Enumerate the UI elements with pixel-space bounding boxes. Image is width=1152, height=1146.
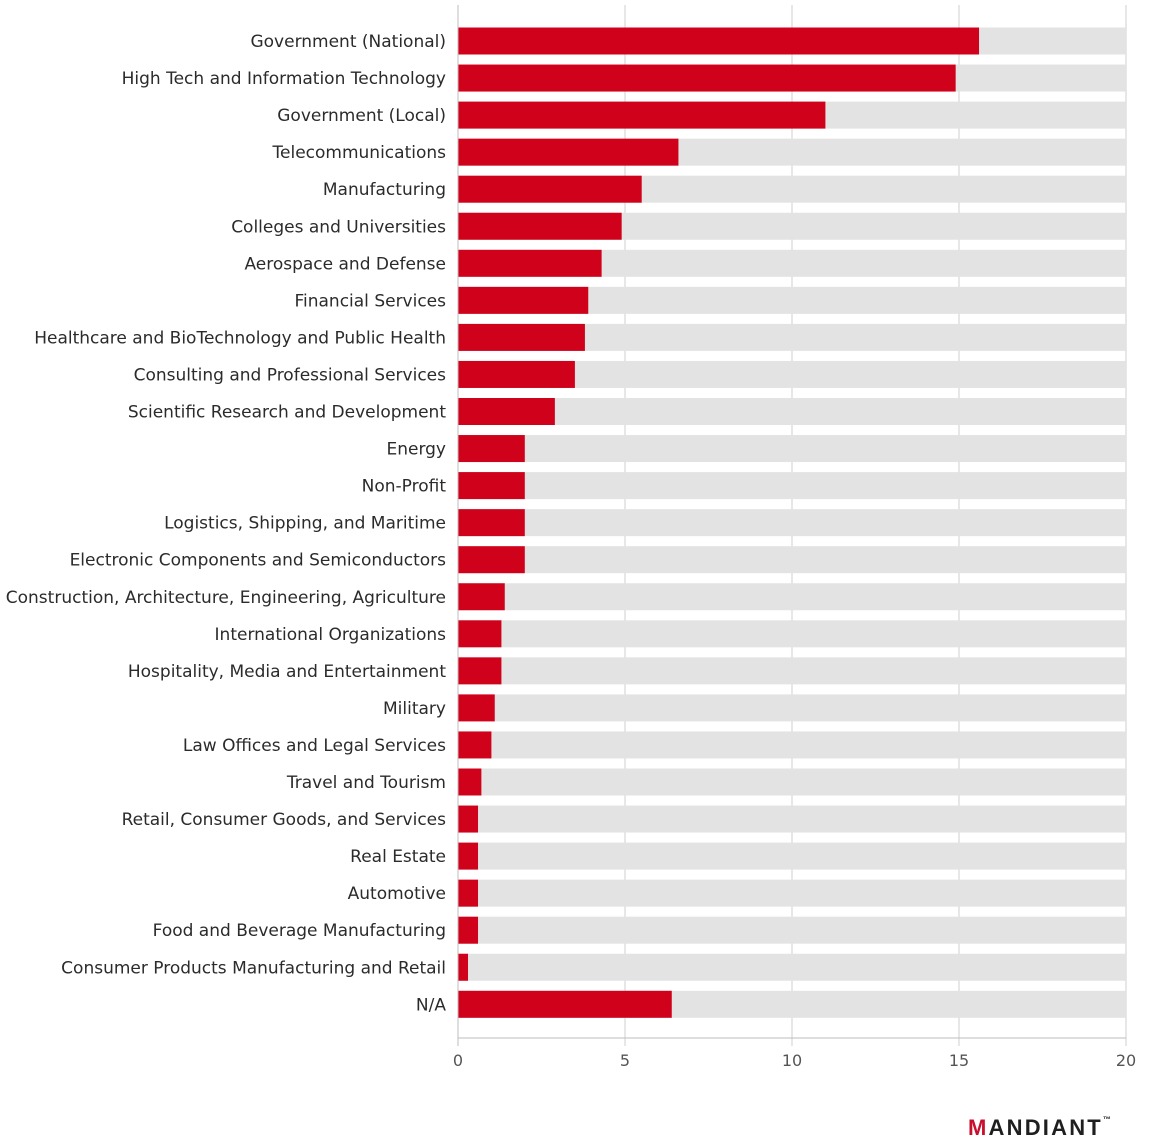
category-label: Automotive bbox=[348, 884, 446, 904]
bar bbox=[458, 953, 469, 981]
category-label: Consulting and Professional Services bbox=[134, 365, 447, 385]
bar bbox=[458, 805, 479, 833]
category-label: Consumer Products Manufacturing and Reta… bbox=[61, 958, 446, 978]
bar-track bbox=[458, 472, 1126, 500]
category-label: Government (Local) bbox=[277, 106, 446, 126]
logo-rest: ANDIANT bbox=[988, 1115, 1103, 1140]
bar bbox=[458, 175, 642, 203]
category-label: Travel and Tourism bbox=[286, 773, 446, 793]
category-label: Scientific Research and Development bbox=[128, 403, 446, 423]
bar bbox=[458, 64, 956, 92]
x-tick-label: 20 bbox=[1116, 1051, 1136, 1070]
bar-track bbox=[458, 509, 1126, 537]
bar-track bbox=[458, 842, 1126, 870]
category-label: Construction, Architecture, Engineering,… bbox=[6, 588, 446, 608]
category-label: Food and Beverage Manufacturing bbox=[153, 921, 446, 941]
category-label: Law Offices and Legal Services bbox=[183, 736, 446, 756]
bar-track bbox=[458, 546, 1126, 574]
bar-track bbox=[458, 657, 1126, 685]
category-label: Logistics, Shipping, and Maritime bbox=[164, 514, 446, 534]
bar bbox=[458, 435, 525, 463]
category-label: International Organizations bbox=[215, 625, 447, 645]
bar-track bbox=[458, 620, 1126, 648]
category-label: Retail, Consumer Goods, and Services bbox=[122, 810, 447, 830]
bar bbox=[458, 731, 492, 759]
bar bbox=[458, 620, 502, 648]
logo-trademark: ™ bbox=[1102, 1115, 1111, 1124]
x-tick-label: 15 bbox=[949, 1051, 969, 1070]
category-label: Energy bbox=[386, 440, 446, 460]
bar-track bbox=[458, 694, 1126, 722]
bar bbox=[458, 657, 502, 685]
category-label: Non-Profit bbox=[362, 477, 447, 497]
bar bbox=[458, 546, 525, 574]
bar bbox=[458, 398, 555, 425]
bar bbox=[458, 990, 672, 1018]
category-label: Military bbox=[383, 699, 446, 719]
bar bbox=[458, 472, 525, 500]
bar-track bbox=[458, 435, 1126, 463]
category-label: Hospitality, Media and Entertainment bbox=[128, 662, 446, 682]
bar bbox=[458, 583, 505, 611]
bar-track bbox=[458, 731, 1126, 759]
category-label: Colleges and Universities bbox=[231, 217, 446, 237]
category-label: Real Estate bbox=[350, 847, 446, 867]
bar-track bbox=[458, 398, 1126, 425]
bar-track bbox=[458, 768, 1126, 796]
bar bbox=[458, 694, 495, 722]
bar bbox=[458, 212, 622, 240]
category-label: Government (National) bbox=[250, 32, 446, 52]
category-label: Healthcare and BioTechnology and Public … bbox=[34, 328, 446, 348]
x-tick-label: 0 bbox=[453, 1051, 463, 1070]
bar bbox=[458, 323, 585, 351]
bar bbox=[458, 249, 602, 277]
bar bbox=[458, 360, 575, 388]
x-tick-label: 5 bbox=[620, 1051, 630, 1070]
bar-track bbox=[458, 879, 1126, 907]
bar bbox=[458, 916, 479, 944]
bar bbox=[458, 879, 479, 907]
category-label: Aerospace and Defense bbox=[244, 254, 446, 274]
category-label: Manufacturing bbox=[323, 180, 446, 200]
bar bbox=[458, 768, 482, 796]
bar bbox=[458, 509, 525, 537]
bar bbox=[458, 842, 479, 870]
bar-track bbox=[458, 916, 1126, 944]
bar bbox=[458, 286, 589, 314]
x-tick-label: 10 bbox=[782, 1051, 802, 1070]
bar bbox=[458, 138, 679, 166]
bar bbox=[458, 101, 826, 129]
logo-initial: M bbox=[968, 1115, 989, 1140]
bar-track bbox=[458, 953, 1126, 981]
bar-track bbox=[458, 805, 1126, 833]
category-label: Financial Services bbox=[294, 291, 446, 311]
category-label: Electronic Components and Semiconductors bbox=[70, 551, 447, 571]
category-label: High Tech and Information Technology bbox=[122, 69, 446, 89]
category-label: Telecommunications bbox=[272, 143, 447, 163]
bar-track bbox=[458, 583, 1126, 611]
bar-chart: Government (National) High Tech and Infor… bbox=[6, 5, 1136, 1070]
category-label: N/A bbox=[416, 995, 446, 1015]
mandiant-logo: MANDIANT™ bbox=[968, 1115, 1111, 1141]
bar bbox=[458, 27, 980, 55]
